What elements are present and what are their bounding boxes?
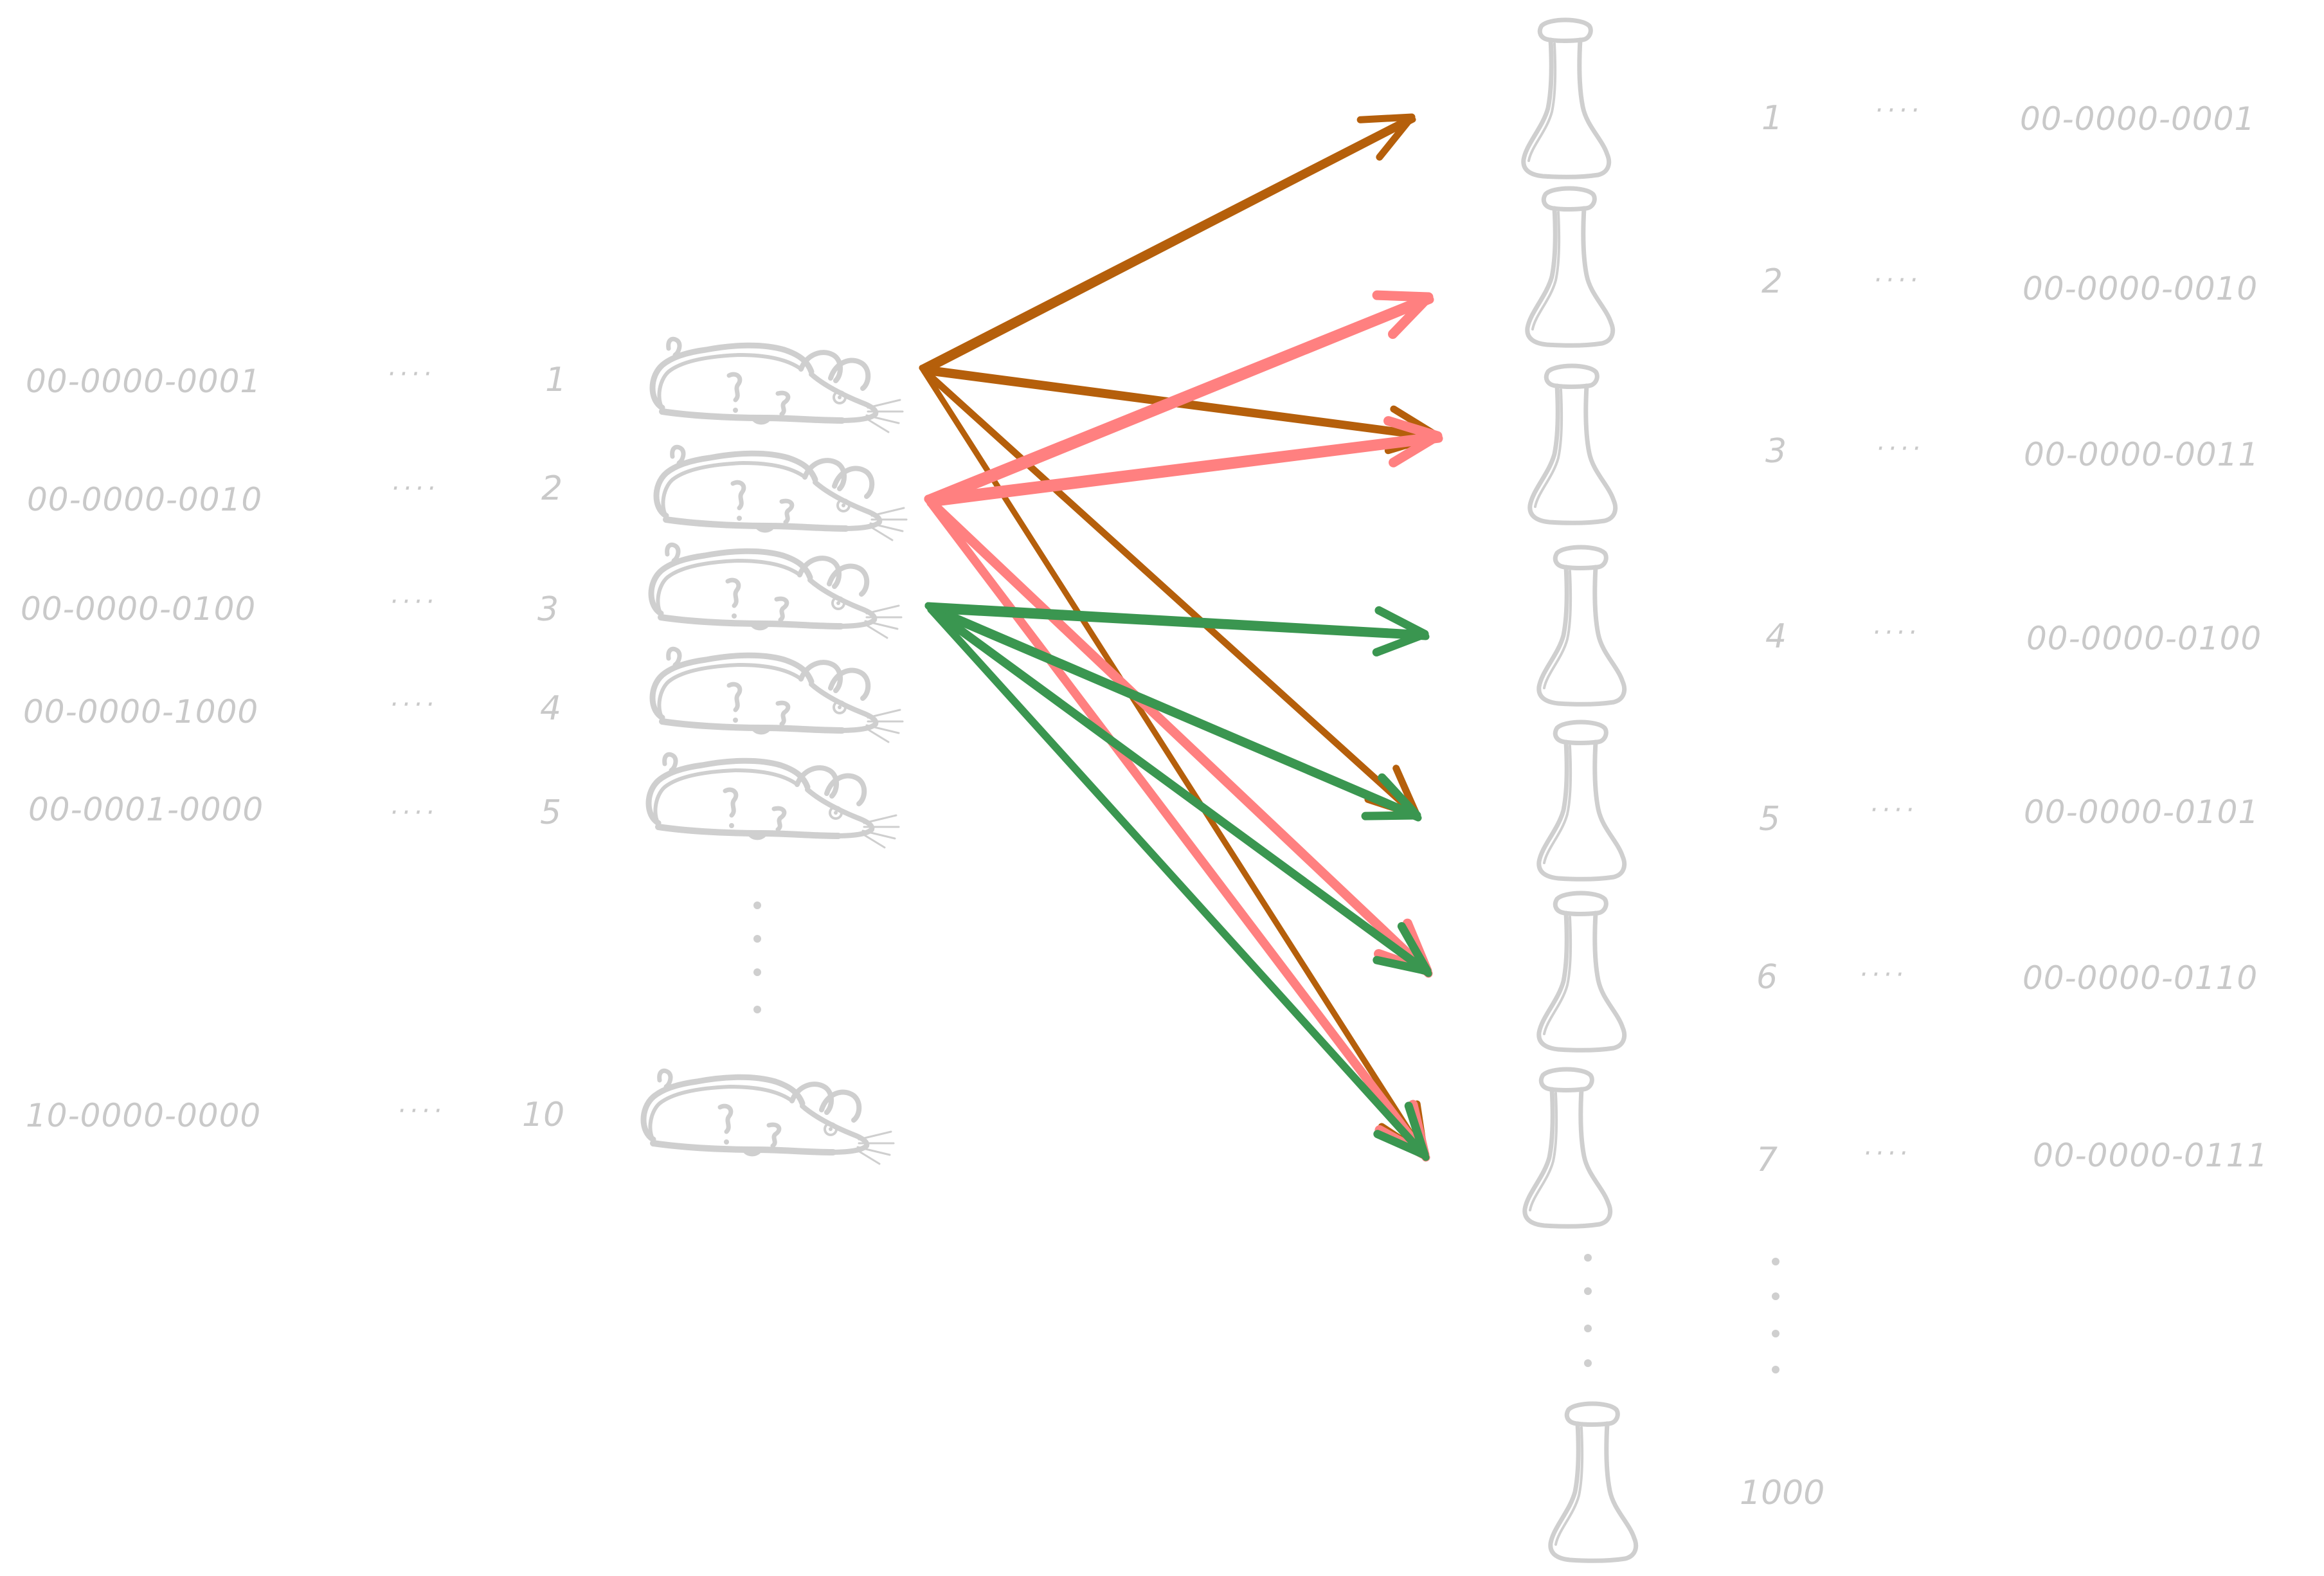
arrow-rat3-to-bottle7 xyxy=(924,602,1430,1161)
rat-connector-10: ···· xyxy=(397,1096,446,1126)
rat-code-10: 10-0000-0000 xyxy=(26,1097,262,1134)
bottle-code-6: 00-0000-0110 xyxy=(2022,959,2258,997)
vertical-ellipsis-icon xyxy=(1584,1254,1779,1373)
bottle-code-3: 00-0000-0011 xyxy=(2024,436,2260,473)
flask-icon xyxy=(1527,188,1613,345)
arrow-rat3-to-bottle5 xyxy=(924,602,1422,822)
arrow-rat1-to-bottle5 xyxy=(919,365,1421,821)
bottle-code-4: 00-0000-0100 xyxy=(2026,620,2262,657)
bottle-number-7: 7 xyxy=(1756,1141,1778,1179)
flask-icon xyxy=(1551,1404,1636,1561)
rat-connector-3: ···· xyxy=(390,587,438,617)
rat-connector-1: ···· xyxy=(387,359,435,389)
bottle-connector-4: ···· xyxy=(1872,618,1920,648)
arrow-rat1-to-bottle1 xyxy=(919,114,1416,375)
bottle-code-1: 00-0000-0001 xyxy=(2020,100,2256,138)
rat-code-2: 00-0000-0010 xyxy=(27,481,263,518)
flask-icon xyxy=(1539,722,1625,879)
rat-code-4: 00-0000-1000 xyxy=(23,693,259,730)
arrow-rat1-to-bottle7 xyxy=(919,365,1429,1161)
bottle-connector-7: ···· xyxy=(1863,1139,1911,1168)
arrowhead-rat3-to-bottle7 xyxy=(1373,1101,1429,1159)
rat-number-3: 3 xyxy=(537,590,559,629)
arrow-rat3-to-bottle6 xyxy=(924,602,1432,977)
rat-number-10: 10 xyxy=(522,1096,565,1134)
bottle-code-2: 00-0000-0010 xyxy=(2022,270,2258,307)
rat-number-1: 1 xyxy=(545,361,567,399)
rat-icon xyxy=(656,447,906,540)
rat-icon xyxy=(653,649,903,742)
rat-number-2: 2 xyxy=(541,469,563,508)
vertical-ellipsis-icon xyxy=(753,901,761,1013)
flask-icon xyxy=(1530,366,1616,523)
rat-number-5: 5 xyxy=(540,793,562,832)
rat-code-5: 00-0001-0000 xyxy=(28,791,264,828)
rat-icon xyxy=(644,1071,894,1164)
rat-connector-5: ···· xyxy=(390,798,438,828)
bottle-number-5: 5 xyxy=(1759,800,1781,838)
arrow-rat3-to-bottle4 xyxy=(924,602,1430,640)
connection-arrows xyxy=(919,113,1443,1162)
flask-icon xyxy=(1524,20,1609,177)
flask-icon xyxy=(1525,1069,1610,1226)
arrowhead-rat2-to-bottle3 xyxy=(1383,416,1443,467)
bottle-number-3: 3 xyxy=(1765,432,1787,471)
rat-icon xyxy=(651,545,901,638)
arrow-rat2-to-bottle3 xyxy=(924,431,1443,507)
rat-number-4: 4 xyxy=(540,689,562,728)
bottle-connector-1: ···· xyxy=(1875,96,1923,125)
arrowhead-rat3-to-bottle4 xyxy=(1372,606,1429,657)
flask-icon xyxy=(1539,547,1625,704)
bottle-connector-5: ···· xyxy=(1869,795,1918,825)
arrowhead-rat3-to-bottle5 xyxy=(1361,773,1421,820)
bottle-connector-6: ···· xyxy=(1859,960,1907,990)
rat-code-1: 00-0000-0001 xyxy=(26,363,262,400)
rat-connector-2: ···· xyxy=(391,474,439,503)
bottle-connector-3: ···· xyxy=(1876,434,1924,464)
bottle-code-7: 00-0000-0111 xyxy=(2033,1137,2269,1174)
bottle-code-5: 00-0000-0101 xyxy=(2024,793,2260,831)
rat-icon xyxy=(649,754,899,847)
flask-icon xyxy=(1539,893,1625,1050)
bottle-connector-2: ···· xyxy=(1873,266,1922,295)
arrowhead-rat2-to-bottle2 xyxy=(1372,290,1434,340)
arrow-rat2-to-bottle6 xyxy=(924,494,1433,978)
bottle-number-6: 6 xyxy=(1756,958,1778,997)
rat-code-3: 00-0000-0100 xyxy=(21,590,257,628)
arrowhead-rat3-to-bottle6 xyxy=(1373,922,1432,975)
bottle-number-1000: 1000 xyxy=(1740,1474,1825,1512)
arrowhead-rat1-to-bottle1 xyxy=(1356,113,1416,161)
arrow-rat2-to-bottle2 xyxy=(924,293,1434,507)
rat-connector-4: ···· xyxy=(390,690,438,720)
rat-icon xyxy=(653,339,903,432)
bottle-number-4: 4 xyxy=(1765,617,1787,656)
bottle-number-1: 1 xyxy=(1761,99,1783,138)
bottle-number-2: 2 xyxy=(1761,262,1783,301)
